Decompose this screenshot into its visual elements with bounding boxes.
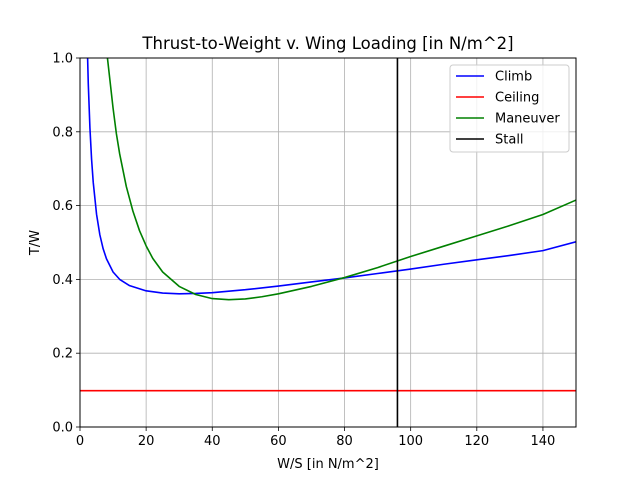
legend-label-ceiling: Ceiling <box>495 91 539 106</box>
x-tick-label: 40 <box>204 434 221 449</box>
axes-frame <box>79 57 577 428</box>
chart-title: Thrust-to-Weight v. Wing Loading [in N/m… <box>141 34 513 53</box>
y-tick-label: 0.0 <box>52 421 73 436</box>
legend-label-climb: Climb <box>495 70 532 85</box>
y-tick-label: 1.0 <box>52 52 73 67</box>
legend-box <box>449 64 570 153</box>
plot-area <box>80 58 576 427</box>
y-tick-label: 0.2 <box>52 347 73 362</box>
legend: Climb Ceiling Maneuver Stall <box>449 64 570 153</box>
x-tick-label: 80 <box>336 434 353 449</box>
x-axis-label: W/S [in N/m^2] <box>277 457 379 472</box>
series-line-climb <box>86 58 576 295</box>
y-tick-label: 0.6 <box>52 199 73 214</box>
x-tick-label: 120 <box>464 434 489 449</box>
series-line-maneuver <box>106 58 576 301</box>
x-tick-label: 60 <box>270 434 287 449</box>
x-tick-label: 20 <box>138 434 155 449</box>
legend-label-maneuver: Maneuver <box>495 112 560 127</box>
x-tick-label: 0 <box>76 434 84 449</box>
y-tick-label: 0.4 <box>52 273 73 288</box>
legend-label-stall: Stall <box>495 133 524 148</box>
ticks: 0 20 40 60 80 100 120 140 0.0 0.2 0.4 0.6 0.8 1.0 <box>52 52 555 450</box>
x-tick-label: 140 <box>531 434 556 449</box>
y-tick-label: 0.8 <box>52 125 73 140</box>
x-tick-label: 100 <box>398 434 423 449</box>
y-axis-label: T/W <box>28 230 43 256</box>
